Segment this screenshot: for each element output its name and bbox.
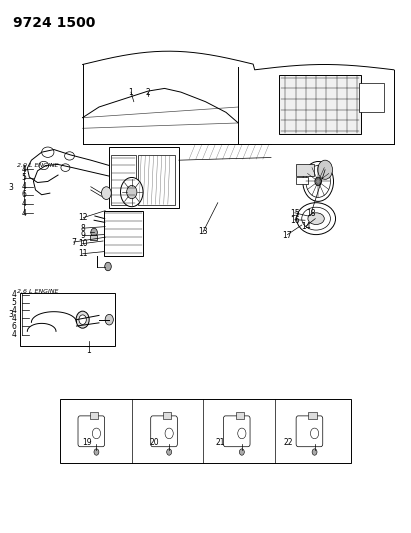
Ellipse shape — [302, 207, 330, 230]
Text: 16: 16 — [290, 216, 300, 225]
Text: 6: 6 — [22, 190, 26, 199]
Text: 19: 19 — [82, 439, 92, 448]
FancyBboxPatch shape — [296, 416, 323, 447]
Bar — [90, 235, 97, 240]
Text: 5: 5 — [12, 298, 16, 307]
Ellipse shape — [303, 161, 333, 201]
Ellipse shape — [165, 428, 173, 439]
Text: 15: 15 — [290, 209, 300, 218]
Text: 1: 1 — [129, 87, 133, 96]
Circle shape — [239, 449, 244, 455]
Bar — [236, 412, 244, 418]
Text: 4: 4 — [12, 305, 16, 314]
Text: 4: 4 — [22, 165, 26, 174]
Ellipse shape — [238, 428, 246, 439]
FancyBboxPatch shape — [224, 416, 250, 447]
Ellipse shape — [120, 177, 143, 207]
Text: 20: 20 — [150, 439, 159, 448]
Circle shape — [105, 314, 113, 325]
Bar — [279, 75, 361, 134]
Text: 4: 4 — [22, 182, 26, 191]
Text: 5: 5 — [22, 173, 26, 182]
Circle shape — [91, 228, 97, 237]
Circle shape — [79, 315, 86, 325]
Bar — [296, 165, 314, 176]
Text: 14: 14 — [301, 222, 311, 231]
Bar — [60, 399, 351, 463]
Ellipse shape — [61, 164, 70, 172]
Bar — [138, 155, 175, 205]
Text: 3: 3 — [9, 310, 14, 319]
Text: 11: 11 — [78, 249, 88, 259]
Bar — [111, 155, 136, 205]
Ellipse shape — [39, 161, 48, 169]
Text: 4: 4 — [12, 330, 16, 339]
Circle shape — [312, 449, 317, 455]
Bar — [296, 177, 308, 184]
Ellipse shape — [65, 152, 74, 160]
FancyBboxPatch shape — [151, 416, 177, 447]
Circle shape — [94, 449, 99, 455]
Text: 4: 4 — [22, 199, 26, 208]
FancyBboxPatch shape — [78, 416, 105, 447]
Text: 4: 4 — [12, 290, 16, 299]
Circle shape — [102, 187, 111, 199]
Text: 2.6 L ENGINE: 2.6 L ENGINE — [17, 289, 59, 294]
Text: 10: 10 — [78, 239, 88, 248]
Ellipse shape — [297, 203, 335, 235]
Circle shape — [76, 311, 89, 328]
Text: 3: 3 — [9, 183, 14, 192]
Circle shape — [167, 449, 172, 455]
Text: 6: 6 — [12, 321, 16, 330]
Text: 4: 4 — [22, 209, 26, 218]
Ellipse shape — [310, 428, 319, 439]
Text: 17: 17 — [283, 231, 292, 240]
Circle shape — [318, 160, 332, 179]
Text: 22: 22 — [284, 439, 293, 448]
Text: 8: 8 — [80, 224, 85, 233]
Text: 9: 9 — [80, 231, 85, 240]
Ellipse shape — [92, 428, 101, 439]
Text: 2: 2 — [146, 87, 150, 96]
Bar — [109, 147, 179, 208]
Text: 13: 13 — [198, 228, 208, 237]
Bar — [359, 83, 384, 112]
Text: 7: 7 — [71, 238, 76, 247]
Ellipse shape — [308, 213, 324, 224]
Ellipse shape — [127, 185, 137, 199]
Bar — [308, 412, 316, 418]
Ellipse shape — [306, 165, 330, 197]
Bar — [21, 293, 115, 346]
Text: 9724 1500: 9724 1500 — [13, 15, 95, 29]
Text: 12: 12 — [79, 213, 88, 222]
Circle shape — [315, 177, 321, 185]
Bar — [90, 412, 99, 418]
Text: 18: 18 — [307, 209, 316, 218]
Circle shape — [105, 262, 111, 271]
Text: 21: 21 — [216, 439, 225, 448]
Text: 4: 4 — [12, 313, 16, 322]
Ellipse shape — [42, 147, 54, 157]
Bar — [163, 412, 171, 418]
Text: 2.0 L ENGINE: 2.0 L ENGINE — [17, 163, 59, 168]
Text: 1: 1 — [86, 346, 91, 355]
Bar — [104, 211, 143, 256]
